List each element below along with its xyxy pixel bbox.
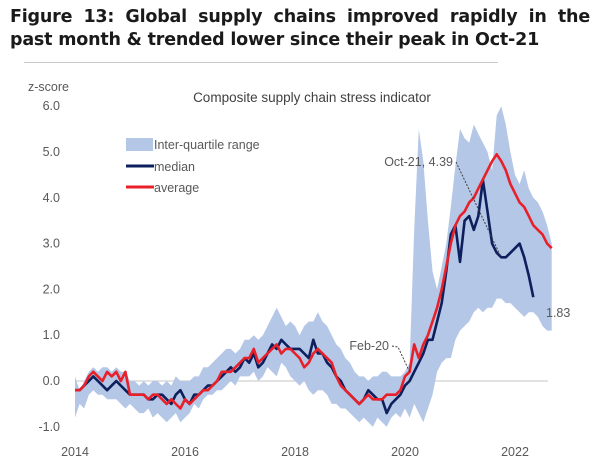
peak-leader-line xyxy=(455,161,502,258)
y-tick-label: 4.0 xyxy=(43,191,60,205)
x-tick-label: 2022 xyxy=(501,445,529,459)
legend-label-iqr: Inter-quartile range xyxy=(154,138,260,152)
legend-swatch-iqr xyxy=(126,138,153,151)
y-tick-label: 2.0 xyxy=(43,282,60,296)
legend-label-median: median xyxy=(154,160,195,174)
x-tick-label: 2016 xyxy=(171,445,199,459)
y-tick-label: 6.0 xyxy=(43,99,60,113)
feb20-label: Feb-20 xyxy=(349,339,389,353)
legend: Inter-quartile range median average xyxy=(126,138,260,195)
x-tick-label: 2014 xyxy=(61,445,89,459)
chart-title: Composite supply chain stress indicator xyxy=(193,90,431,105)
annotations: Oct-21, 4.39 1.83 Feb-20 xyxy=(349,155,570,373)
y-tick-label: 5.0 xyxy=(43,145,60,159)
y-tick-label: -1.0 xyxy=(38,420,60,434)
x-axis: 2014 2016 2018 2020 2022 xyxy=(61,445,529,459)
last-value-label: 1.83 xyxy=(546,306,570,320)
y-tick-label: 3.0 xyxy=(43,237,60,251)
x-tick-label: 2020 xyxy=(391,445,419,459)
iqr-band xyxy=(75,106,552,427)
median-line xyxy=(75,178,535,415)
title-divider xyxy=(24,62,498,63)
y-axis: 6.0 5.0 4.0 3.0 2.0 1.0 0.0 -1.0 xyxy=(38,99,60,434)
peak-label: Oct-21, 4.39 xyxy=(384,155,453,169)
x-tick-label: 2018 xyxy=(281,445,309,459)
y-tick-label: 0.0 xyxy=(43,374,60,388)
legend-label-average: average xyxy=(154,181,199,195)
figure-title: Figure 13: Global supply chains improved… xyxy=(10,7,590,50)
average-line xyxy=(75,153,553,410)
y-tick-label: 1.0 xyxy=(43,328,60,342)
y-axis-label: z-score xyxy=(28,80,69,94)
